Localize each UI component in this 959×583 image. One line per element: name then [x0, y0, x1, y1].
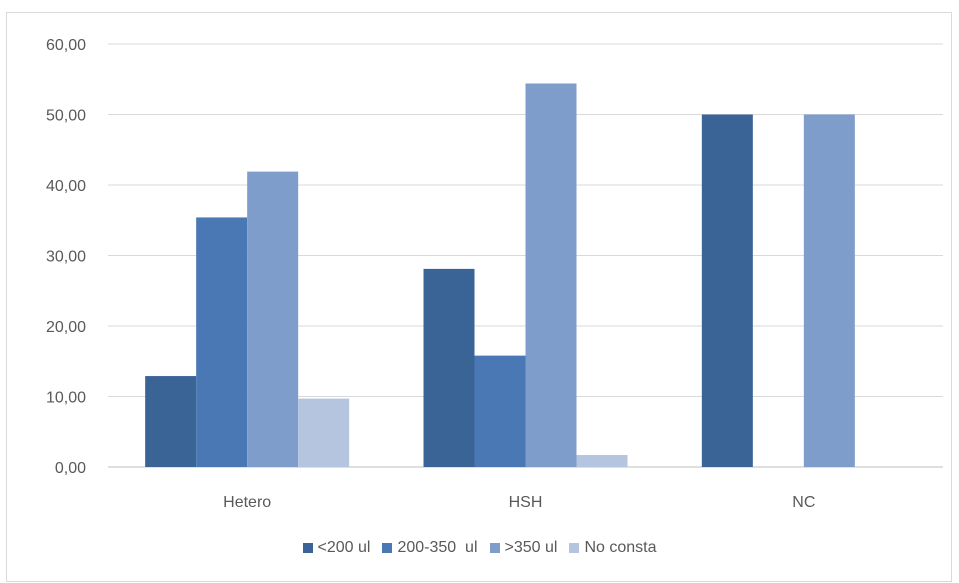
bar [298, 398, 350, 467]
y-tick-label: 40,00 [46, 178, 86, 195]
bar [423, 268, 475, 467]
bar [576, 455, 628, 467]
bar [803, 114, 855, 467]
y-tick-label: 0,00 [55, 460, 86, 477]
legend-swatch [569, 543, 580, 553]
legend-label: >350 ul [504, 539, 558, 556]
bar [145, 376, 197, 467]
x-tick-label: NC [792, 494, 815, 511]
legend-swatch [302, 543, 313, 553]
y-tick-label: 10,00 [46, 390, 86, 407]
y-tick-label: 50,00 [46, 108, 86, 125]
bar [701, 114, 753, 467]
chart-area [6, 12, 952, 582]
y-tick-label: 20,00 [46, 319, 86, 336]
bar [247, 171, 299, 468]
x-tick-label: HSH [509, 494, 543, 511]
legend-swatch [489, 543, 500, 553]
legend-item: No consta [569, 539, 656, 557]
legend-label: 200-350 ul [397, 539, 478, 556]
y-tick-label: 60,00 [46, 37, 86, 54]
legend-swatch [382, 543, 393, 553]
legend-item: >350 ul [489, 539, 558, 557]
x-tick-label: Hetero [223, 494, 271, 511]
y-tick-label: 30,00 [46, 249, 86, 266]
legend-item: 200-350 ul [382, 539, 478, 557]
legend: <200 ul 200-350 ul >350 ul No consta [0, 539, 959, 557]
bar [474, 355, 526, 467]
legend-item: <200 ul [302, 539, 371, 557]
legend-label: No consta [584, 539, 657, 556]
bar [525, 83, 577, 467]
legend-label: <200 ul [317, 539, 371, 556]
bar [196, 217, 248, 467]
